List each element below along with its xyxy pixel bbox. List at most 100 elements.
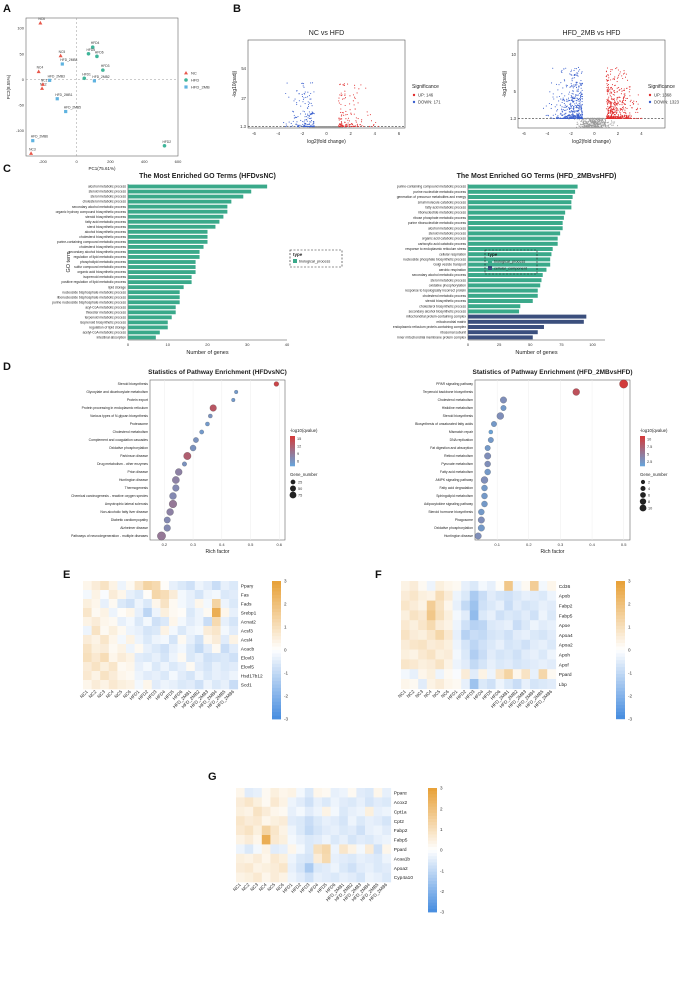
x-tick-label: 0.1 xyxy=(494,542,500,547)
volcano-point-up xyxy=(340,115,342,117)
color-legend-title: -log10(qvalue) xyxy=(640,428,668,433)
volcano-point-down xyxy=(574,116,577,119)
volcano-point-down xyxy=(306,126,308,128)
volcano-point-down xyxy=(294,116,296,118)
pathway-label: Various types of N-glycan biosynthesis xyxy=(90,414,148,418)
pathway-label: Retinol metabolism xyxy=(444,454,473,458)
heatmap-cell xyxy=(169,599,178,609)
heatmap-cell xyxy=(203,581,213,591)
volcano-point-up xyxy=(637,94,639,96)
go-bar xyxy=(468,226,563,231)
heatmap-cell xyxy=(504,610,514,621)
heatmap-cell xyxy=(91,608,101,618)
volcano-point-down xyxy=(579,117,581,119)
volcano-point-down xyxy=(576,89,578,91)
volcano-point-down xyxy=(309,121,311,123)
volcano-point-up xyxy=(342,112,344,114)
volcano-point-down xyxy=(579,114,581,116)
pca-point xyxy=(60,62,64,66)
heatmap-cell xyxy=(373,853,383,864)
heatmap-cell xyxy=(151,590,161,600)
volcano-point-down xyxy=(301,82,303,84)
color-scale-tick: -3 xyxy=(440,910,445,915)
pca-point xyxy=(29,151,34,155)
heatmap-cell xyxy=(512,600,522,611)
volcano-point-up xyxy=(611,105,613,107)
volcano-point-up xyxy=(623,97,625,99)
color-legend-tick: 12 xyxy=(297,445,301,449)
volcano-point-down xyxy=(303,111,306,113)
heatmap-cell xyxy=(313,797,323,808)
heatmap-cell xyxy=(194,662,204,672)
volcano-point-down xyxy=(557,89,559,91)
volcano-point-up xyxy=(626,115,628,117)
color-legend-tick: 9 xyxy=(297,452,299,456)
heatmap-cell xyxy=(538,659,548,670)
heatmap-cell xyxy=(426,630,436,641)
heatmap-cell xyxy=(504,590,514,601)
heatmap-cell xyxy=(296,872,306,883)
volcano-point-down xyxy=(556,110,558,112)
volcano-point-ns xyxy=(303,127,305,129)
color-scale-step xyxy=(272,674,281,678)
heatmap-cell xyxy=(487,659,496,670)
heatmap-col-label: NC3 xyxy=(96,689,106,699)
volcano-point-up xyxy=(627,117,629,120)
heatmap-cell xyxy=(478,610,488,621)
volcano-point-down xyxy=(542,107,545,109)
volcano-point-ns xyxy=(591,122,593,124)
volcano-point-ns xyxy=(590,121,592,123)
color-scale-step xyxy=(616,601,625,606)
volcano-point-up xyxy=(631,107,633,109)
volcano-point-up xyxy=(621,75,623,77)
x-tick-label: 0.2 xyxy=(162,542,168,547)
plot-frame xyxy=(149,379,286,541)
volcano-point-ns xyxy=(603,120,605,122)
volcano-point-down xyxy=(571,115,573,117)
volcano-point-ns xyxy=(601,122,603,124)
volcano-point-up xyxy=(358,125,360,128)
volcano-point-down xyxy=(552,96,554,98)
go-bar xyxy=(128,184,268,189)
color-scale-step xyxy=(428,840,437,845)
y-tick-label: -100 xyxy=(16,128,25,133)
volcano-point-down xyxy=(302,98,304,100)
heatmap-cell xyxy=(530,581,539,592)
y-tick-label: 54 xyxy=(241,66,246,71)
x-tick-label: 100 xyxy=(589,342,596,347)
color-scale-step xyxy=(428,877,437,882)
color-legend-step xyxy=(640,458,645,461)
x-axis-label: Number of genes xyxy=(186,350,228,356)
volcano-point-down xyxy=(292,111,295,113)
heatmap-cell xyxy=(530,649,539,660)
heatmap-cell xyxy=(212,626,221,636)
heatmap-cell xyxy=(236,853,245,864)
volcano-point-up xyxy=(349,95,351,97)
heatmap-cell xyxy=(330,872,340,883)
volcano-point-up xyxy=(612,93,614,96)
volcano-point-down xyxy=(578,107,580,109)
volcano-point-up xyxy=(629,116,631,118)
pathway-label: Complement and coagulation cascades xyxy=(89,438,149,442)
volcano-point-down xyxy=(552,93,554,95)
volcano-point-up xyxy=(607,109,609,111)
heatmap-cell xyxy=(461,659,471,670)
volcano-point-down xyxy=(568,91,571,93)
pathway-label: Pyruvate metabolism xyxy=(441,462,473,466)
heatmap-cell xyxy=(313,788,323,798)
volcano-point-down xyxy=(300,125,302,127)
heatmap-cell xyxy=(444,590,453,601)
x-tick-label: 0.3 xyxy=(558,542,564,547)
legend-marker xyxy=(184,71,188,75)
size-legend-marker xyxy=(289,491,297,499)
volcano-point-up xyxy=(616,99,618,101)
volcano-point-up xyxy=(617,113,619,115)
heatmap-cell xyxy=(487,590,496,601)
heatmap-cell xyxy=(160,626,170,636)
volcano-point-down xyxy=(552,114,554,116)
color-scale-tick: -2 xyxy=(284,694,289,699)
volcano-point-down xyxy=(558,84,560,86)
heatmap-cell xyxy=(244,835,254,845)
heatmap-cell xyxy=(356,844,366,855)
